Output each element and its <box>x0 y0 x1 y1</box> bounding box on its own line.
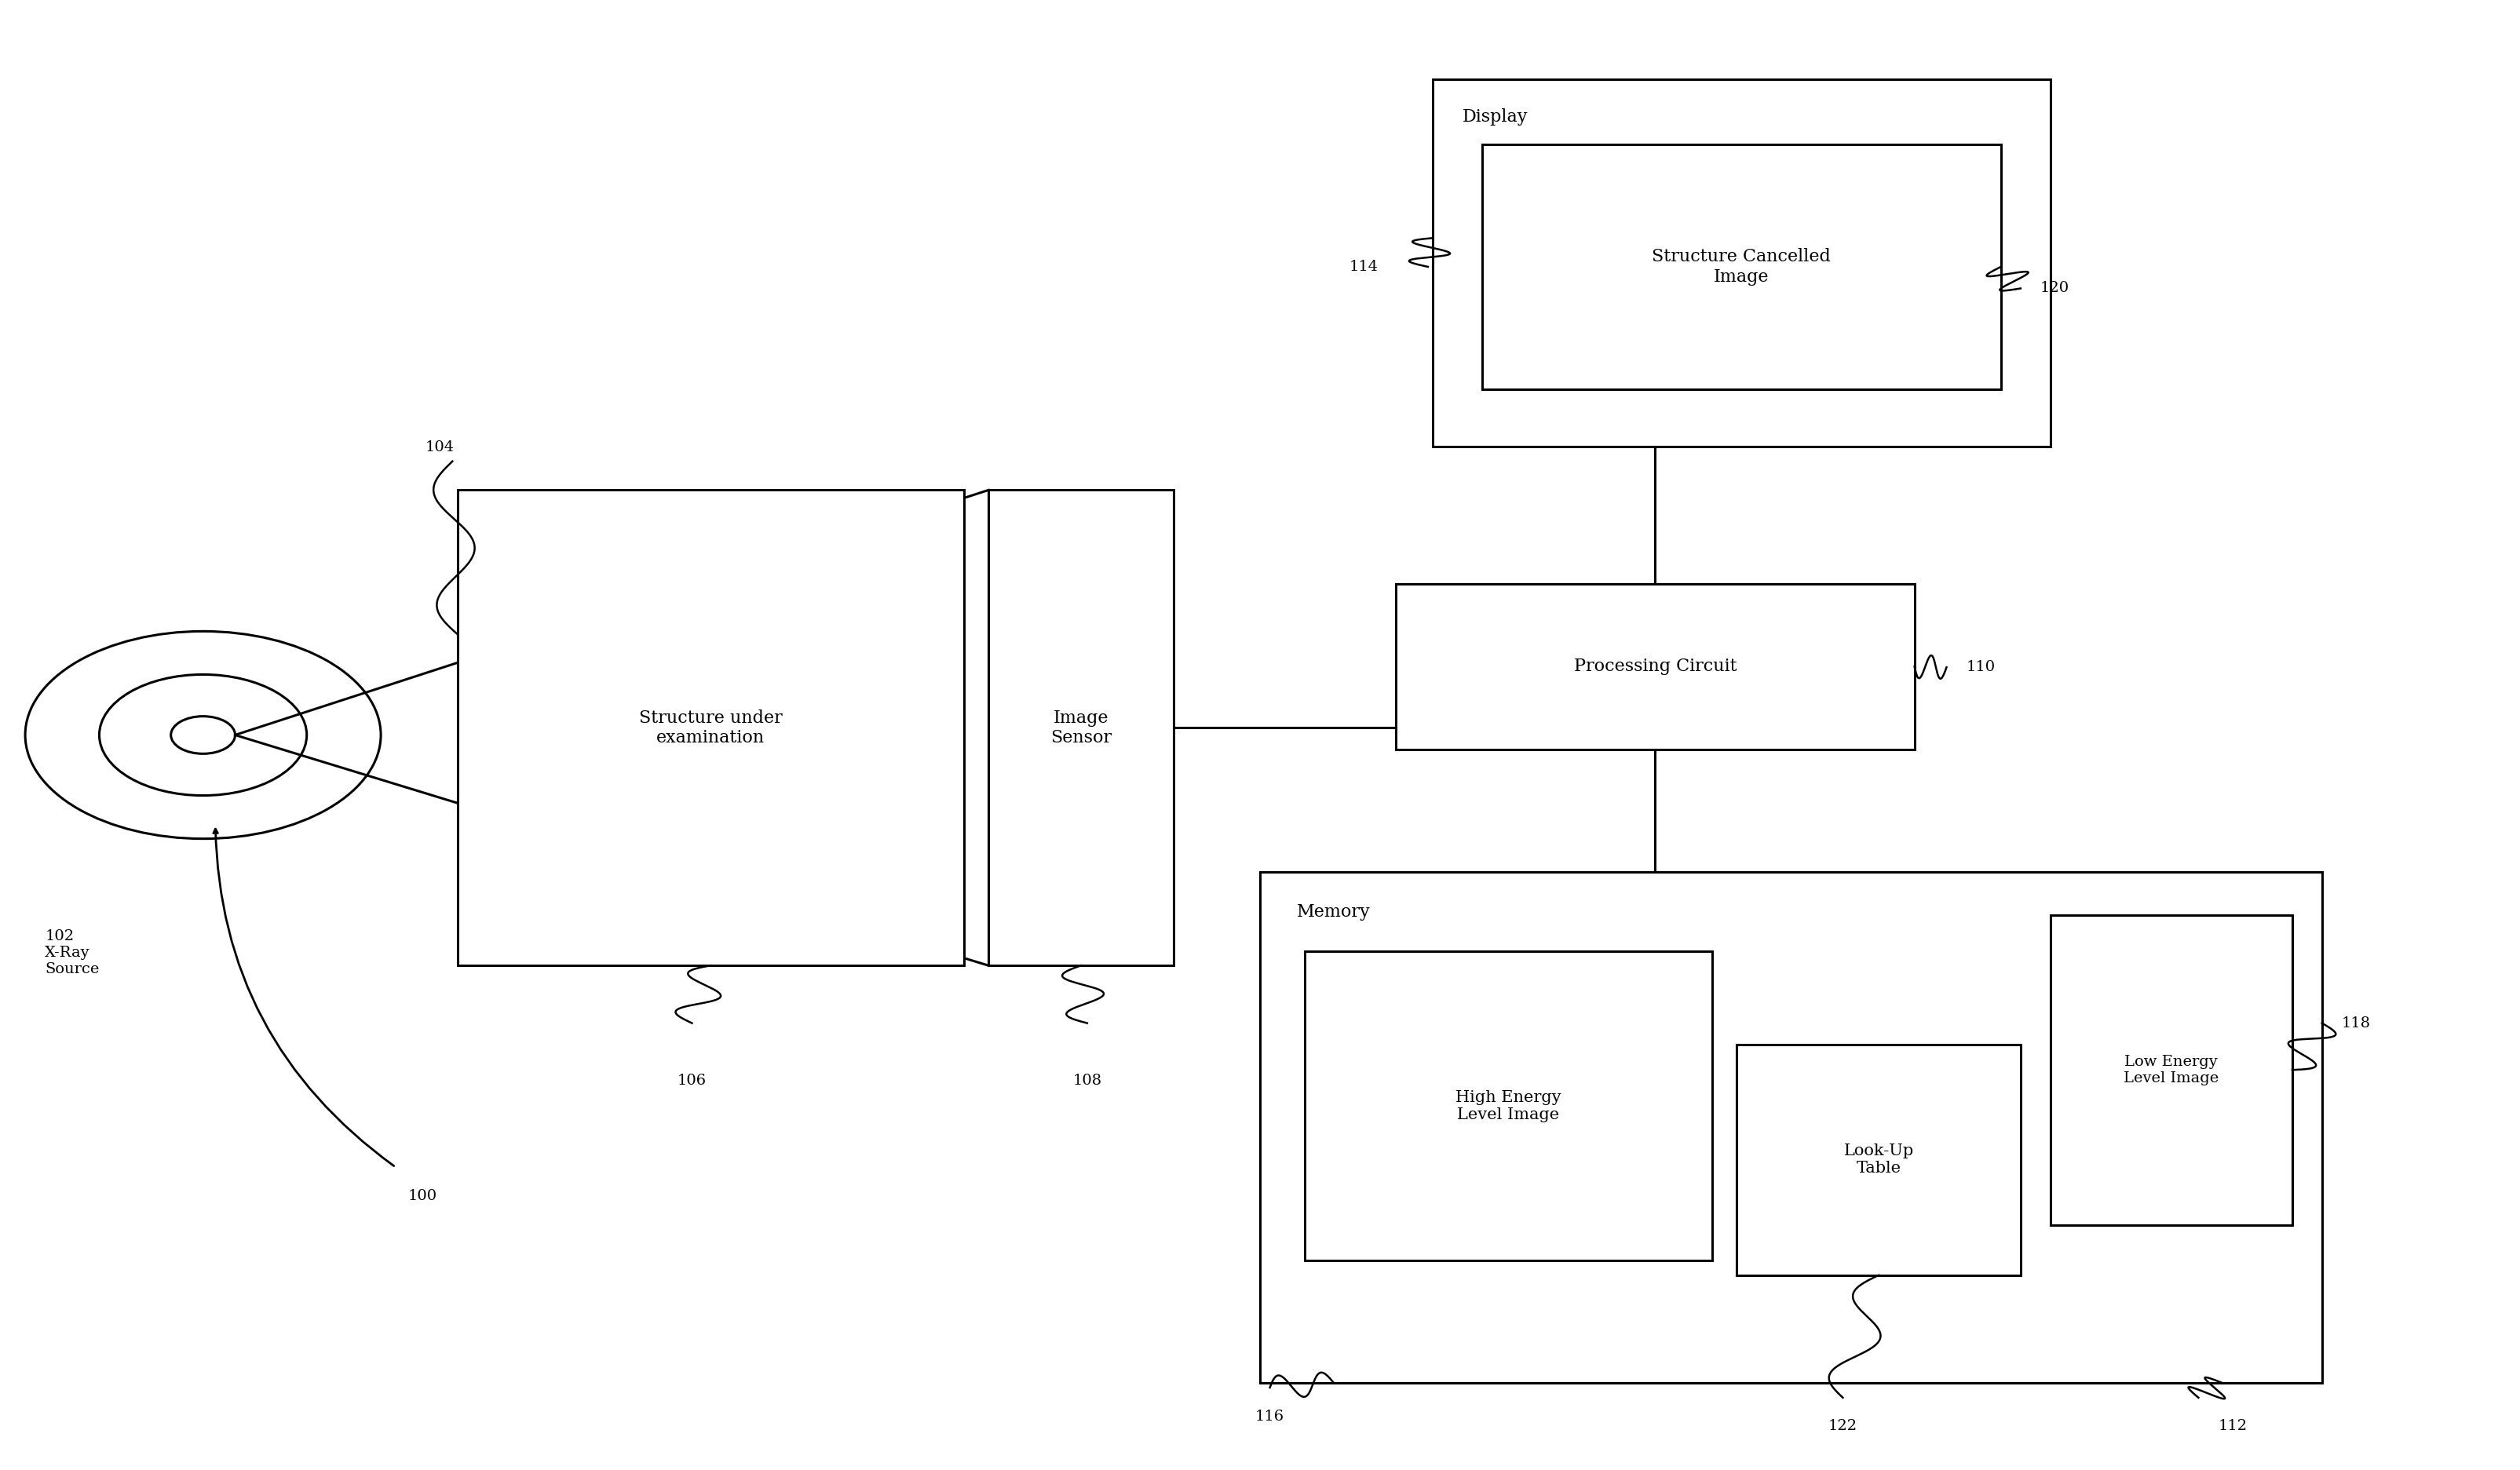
Text: 120: 120 <box>2041 281 2069 295</box>
Text: Structure Cancelled
Image: Structure Cancelled Image <box>1653 248 1832 285</box>
Text: 116: 116 <box>1255 1410 1285 1423</box>
Bar <box>1434 79 2051 447</box>
Text: 118: 118 <box>2341 1016 2371 1030</box>
Text: 112: 112 <box>2218 1420 2248 1433</box>
Text: 108: 108 <box>1074 1073 1101 1088</box>
Text: Memory: Memory <box>1298 904 1371 920</box>
Text: Structure under
examination: Structure under examination <box>638 709 781 747</box>
Text: Look-Up
Table: Look-Up Table <box>1845 1144 1913 1176</box>
Bar <box>2051 914 2293 1225</box>
Text: 122: 122 <box>1827 1420 1857 1433</box>
Bar <box>1736 1045 2021 1274</box>
Text: Processing Circuit: Processing Circuit <box>1572 659 1736 675</box>
Bar <box>459 490 963 966</box>
Text: Image
Sensor: Image Sensor <box>1051 709 1111 747</box>
Bar <box>1482 144 2001 390</box>
Text: 104: 104 <box>426 440 454 454</box>
Text: 102
X-Ray
Source: 102 X-Ray Source <box>45 929 98 976</box>
Text: Low Energy
Level Image: Low Energy Level Image <box>2124 1054 2220 1085</box>
Text: Display: Display <box>1462 109 1527 125</box>
Bar <box>1305 951 1711 1261</box>
Text: 114: 114 <box>1348 260 1378 273</box>
Text: 110: 110 <box>1966 660 1996 675</box>
Text: 100: 100 <box>408 1189 436 1202</box>
Text: High Energy
Level Image: High Energy Level Image <box>1457 1089 1560 1122</box>
Bar <box>988 490 1174 966</box>
Text: 106: 106 <box>678 1073 706 1088</box>
Circle shape <box>171 716 234 754</box>
Bar <box>1396 584 1915 750</box>
Bar <box>1260 872 2321 1383</box>
